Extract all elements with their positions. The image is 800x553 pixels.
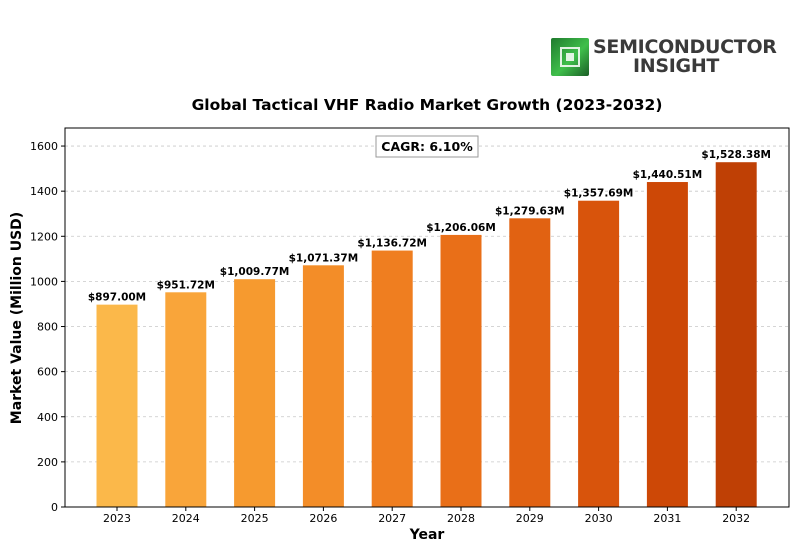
x-axis-label: Year: [409, 527, 445, 543]
bar: [165, 292, 207, 507]
semiconductor-insight-logo: SEMICONDUCTOR INSIGHT: [551, 36, 777, 78]
bar: [578, 200, 620, 507]
chip-logo-icon: [551, 38, 589, 76]
y-tick-label: 1200: [30, 230, 58, 243]
bar: [96, 304, 138, 507]
x-tick-label: 2024: [172, 512, 200, 525]
bar: [440, 234, 482, 507]
data-label: $897.00M: [88, 292, 146, 304]
y-tick-label: 1600: [30, 140, 58, 153]
data-label: $1,206.06M: [426, 222, 496, 234]
bar: [715, 162, 757, 507]
data-label: $1,009.77M: [220, 266, 290, 278]
x-tick-label: 2026: [309, 512, 337, 525]
y-tick-label: 1000: [30, 275, 58, 288]
data-label: $1,136.72M: [357, 238, 427, 250]
data-label: $1,357.69M: [564, 188, 634, 200]
data-label: $1,440.51M: [633, 169, 703, 181]
cagr-annotation: CAGR: 6.10%: [375, 135, 479, 158]
data-labels: $897.00M $951.72M $1,009.77M $1,071.37M $1,1…: [88, 149, 771, 303]
x-tick-label: 2027: [378, 512, 406, 525]
y-tick-label: 200: [37, 456, 58, 469]
bar: [646, 182, 688, 507]
data-label: $1,279.63M: [495, 205, 565, 217]
y-tick-label: 800: [37, 321, 58, 334]
data-label: $951.72M: [157, 279, 215, 291]
y-axis: 0 200 400 600 800 1000 1200 1400 1600: [30, 140, 65, 514]
y-tick-label: 400: [37, 411, 58, 424]
x-tick-label: 2023: [103, 512, 131, 525]
y-tick-label: 0: [51, 501, 58, 514]
cagr-text: CAGR: 6.10%: [381, 139, 473, 154]
x-axis: 2023 2024 2025 2026 2027 2028 2029 2030 2031 2032: [103, 507, 750, 525]
bar: [371, 250, 413, 507]
bar: [509, 218, 551, 507]
y-tick-label: 1400: [30, 185, 58, 198]
x-tick-label: 2028: [447, 512, 475, 525]
x-tick-label: 2031: [653, 512, 681, 525]
bar: [234, 279, 276, 507]
data-label: $1,528.38M: [701, 149, 771, 161]
y-tick-label: 600: [37, 366, 58, 379]
cagr-box: [375, 135, 479, 158]
y-axis-label: Market Value (Million USD): [9, 212, 25, 424]
x-tick-label: 2030: [585, 512, 613, 525]
logo-text-line1: SEMICONDUCTOR: [593, 36, 777, 58]
x-tick-label: 2025: [241, 512, 269, 525]
bar: [302, 265, 344, 507]
chart-title: Global Tactical VHF Radio Market Growth …: [192, 96, 663, 114]
x-tick-label: 2029: [516, 512, 544, 525]
data-label: $1,071.37M: [289, 252, 359, 264]
plot-frame: [64, 127, 790, 508]
bars: [96, 162, 757, 507]
x-tick-label: 2032: [722, 512, 750, 525]
logo-text-line2: INSIGHT: [633, 55, 720, 77]
